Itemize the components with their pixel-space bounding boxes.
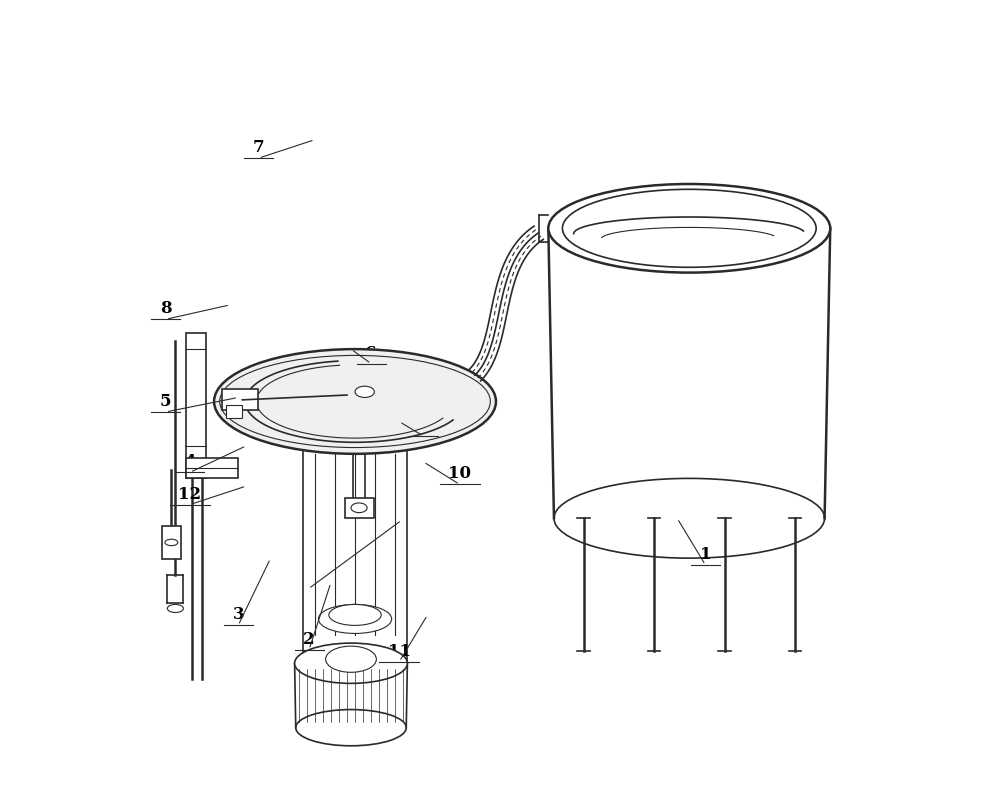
Ellipse shape [355,386,374,397]
Bar [162,526,181,559]
Text: 12: 12 [178,486,201,503]
Ellipse shape [326,646,376,672]
Text: 4: 4 [184,453,196,470]
Ellipse shape [554,478,825,558]
Ellipse shape [165,539,178,546]
Text: 2: 2 [303,631,315,647]
Text: 11: 11 [388,642,411,659]
Bar [186,333,206,478]
Text: 10: 10 [448,466,471,483]
Text: 5: 5 [160,393,171,410]
Ellipse shape [329,604,381,625]
Bar [303,446,407,663]
Text: 8: 8 [160,300,172,317]
Ellipse shape [214,349,496,454]
Bar [226,406,242,418]
Ellipse shape [318,604,392,633]
Ellipse shape [167,604,183,612]
Ellipse shape [295,643,407,684]
Ellipse shape [351,503,367,513]
Text: 9: 9 [418,417,429,434]
Text: 6: 6 [365,345,377,362]
Text: 3: 3 [232,607,244,624]
Ellipse shape [548,184,830,272]
Bar [345,498,374,518]
Bar [222,389,258,410]
Bar [186,458,238,478]
Text: 1: 1 [700,546,711,563]
Text: 7: 7 [253,139,264,157]
Ellipse shape [296,710,406,746]
Ellipse shape [562,189,816,268]
